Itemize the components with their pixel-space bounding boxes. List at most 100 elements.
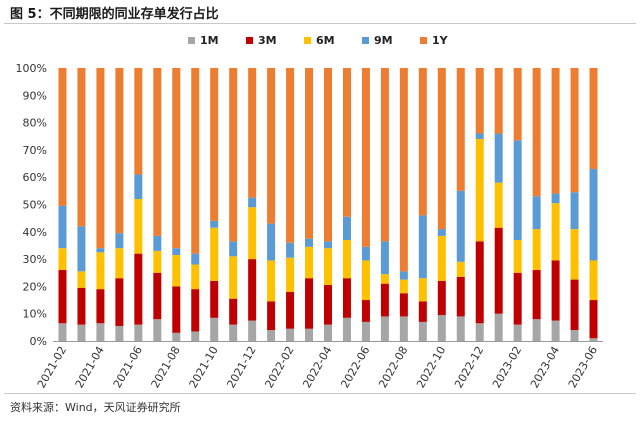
- bar-segment-6m: [399, 279, 408, 294]
- x-tick-label: 2023-04: [528, 344, 562, 390]
- x-tick-label: 2022-12: [452, 344, 486, 390]
- bar-segment-6m: [494, 182, 503, 228]
- bar-segment-9m: [172, 248, 181, 255]
- bar-segment-1m: [456, 316, 465, 341]
- bar-segment-1y: [248, 68, 257, 198]
- bar-segment-1y: [589, 68, 598, 170]
- bar-segment-3m: [399, 293, 408, 317]
- y-tick-label: 80%: [23, 117, 47, 130]
- source-note: 资料来源：Wind，天风证券研究所: [10, 401, 181, 414]
- bar-segment-3m: [191, 289, 200, 332]
- bar-segment-1y: [494, 68, 503, 134]
- bar-segment-1m: [342, 317, 351, 341]
- x-tick-label: 2021-02: [35, 344, 69, 390]
- bar-segment-1m: [551, 320, 560, 341]
- bar-segment-3m: [210, 280, 219, 318]
- bar-segment-1m: [153, 319, 162, 341]
- bar-segment-3m: [324, 285, 332, 325]
- bar-segment-3m: [134, 253, 143, 325]
- bar-segment-1m: [267, 330, 276, 341]
- bar-segment-3m: [172, 286, 181, 333]
- bar-segment-1m: [286, 328, 295, 341]
- x-tick-label: 2022-02: [262, 344, 296, 390]
- bar-segment-9m: [324, 241, 332, 249]
- bar-segment-9m: [305, 238, 314, 247]
- x-tick-label: 2022-04: [300, 344, 334, 390]
- bar-segment-3m: [437, 280, 446, 316]
- y-tick-label: 10%: [23, 308, 47, 321]
- bar-segment-9m: [229, 241, 238, 257]
- bar-segment-1y: [361, 68, 370, 247]
- bar-segment-9m: [77, 226, 86, 272]
- legend-label-6m: 6M: [316, 34, 335, 47]
- bar-segment-1m: [77, 324, 86, 341]
- source-divider: [4, 393, 636, 394]
- bar-segment-1y: [380, 68, 389, 242]
- bar-segment-1y: [570, 68, 579, 193]
- bar-segment-1y: [399, 68, 408, 272]
- bar-segment-3m: [305, 278, 314, 329]
- bar-segment-1y: [115, 68, 124, 234]
- bar-segment-3m: [551, 260, 560, 321]
- bar-segment-3m: [570, 279, 579, 331]
- figure-title: 图 5：不同期限的同业存单发行占比: [10, 7, 219, 22]
- bar-segment-6m: [153, 250, 162, 273]
- bar-segment-9m: [437, 229, 446, 236]
- bar-segment-9m: [115, 233, 124, 249]
- bar-segment-9m: [551, 193, 560, 204]
- bar-segment-9m: [248, 197, 257, 208]
- bar-segment-1m: [324, 324, 332, 341]
- bar-segment-6m: [324, 248, 332, 286]
- bar-segment-3m: [456, 276, 465, 317]
- bar-segment-1y: [324, 68, 332, 242]
- bar-segment-6m: [77, 271, 86, 288]
- bar-segment-1y: [134, 68, 143, 175]
- bar-segment-1m: [437, 315, 446, 341]
- bar-segment-3m: [58, 270, 67, 324]
- bar-segment-1m: [361, 321, 370, 341]
- bar-segment-9m: [267, 223, 276, 261]
- bar-segment-3m: [77, 287, 86, 325]
- x-tick-label: 2022-10: [414, 344, 448, 390]
- bar-segment-1m: [172, 332, 181, 341]
- bar-segment-1y: [418, 68, 427, 216]
- legend-swatch-9m: [362, 37, 369, 44]
- bar-segment-9m: [418, 215, 427, 279]
- bar-segment-1y: [532, 68, 541, 197]
- bar-segment-3m: [267, 301, 276, 331]
- bar-segment-6m: [475, 138, 484, 242]
- bar-segment-9m: [532, 196, 541, 230]
- bar-segment-3m: [153, 272, 162, 320]
- x-tick-label: 2023-06: [566, 344, 600, 390]
- bar-segment-6m: [96, 252, 105, 290]
- bar-segment-6m: [267, 260, 276, 302]
- bar-segment-1m: [399, 316, 408, 341]
- bar-segment-1y: [210, 68, 219, 221]
- bar-segment-1y: [191, 68, 200, 254]
- bar-segment-1m: [475, 323, 484, 341]
- legend-swatch-1y: [420, 37, 427, 44]
- bar-segment-6m: [191, 264, 200, 290]
- bar-segment-6m: [229, 256, 238, 299]
- x-tick-label: 2021-06: [111, 344, 145, 390]
- bar-segment-1m: [513, 324, 522, 341]
- bar-segment-1m: [380, 316, 389, 341]
- x-tick-label: 2022-08: [376, 344, 410, 390]
- bar-segment-1y: [229, 68, 238, 242]
- bar-segment-1m: [134, 324, 143, 341]
- bar-segment-9m: [513, 140, 522, 240]
- bar-segment-1m: [210, 317, 219, 341]
- bar-segment-9m: [96, 248, 105, 253]
- bar-segment-6m: [342, 239, 351, 279]
- bar-segment-9m: [58, 205, 67, 249]
- bar-segment-1m: [305, 328, 314, 341]
- y-tick-label: 40%: [23, 226, 47, 239]
- bar-segment-6m: [380, 274, 389, 284]
- bar-segment-3m: [96, 289, 105, 324]
- y-tick-label: 30%: [23, 253, 47, 266]
- bar-segment-3m: [494, 227, 503, 314]
- bar-segment-6m: [570, 229, 579, 280]
- bar-segment-1y: [475, 68, 484, 134]
- bar-segment-6m: [532, 229, 541, 271]
- bar-segment-1m: [494, 313, 503, 341]
